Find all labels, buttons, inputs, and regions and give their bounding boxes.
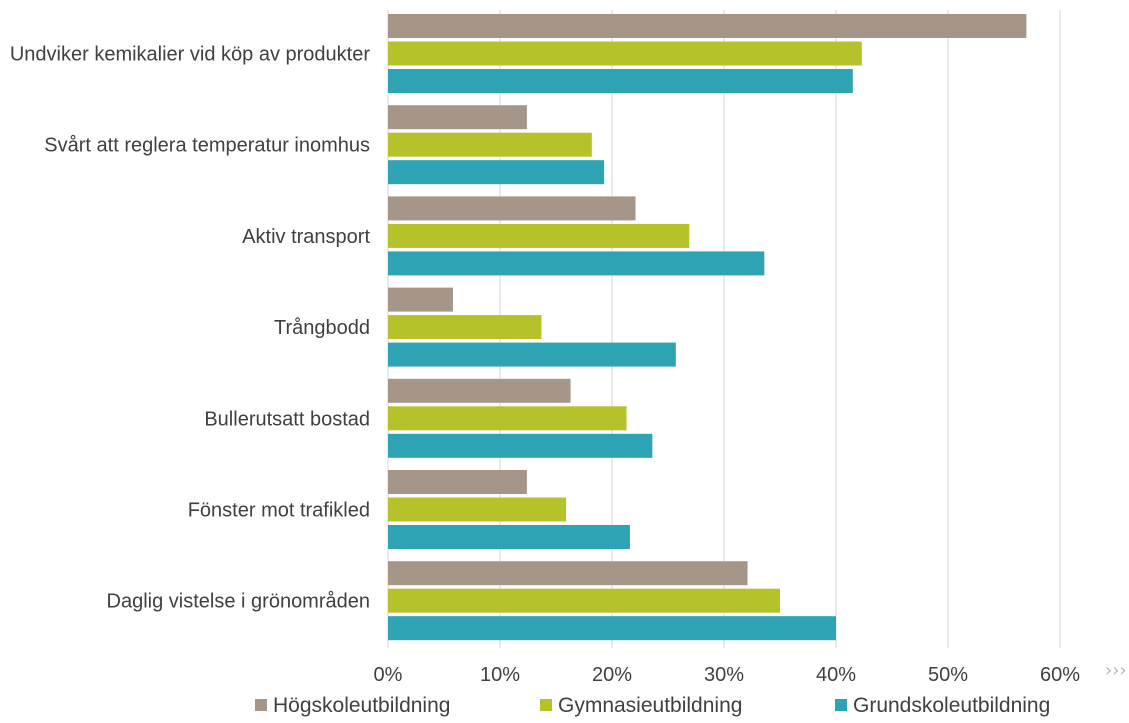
x-axis-ticks: 0% 10% 20% 30% 40% 50% 60% [374,664,1081,686]
category-labels: Undviker kemikalier vid köp av produkter… [10,44,371,613]
bar [388,342,676,367]
x-tick-label: 50% [928,664,968,686]
category-label: Undviker kemikalier vid köp av produkter [10,44,370,66]
bar [388,406,627,431]
bar [388,41,862,66]
legend-label: Gymnasieutbildning [558,694,742,717]
bar [388,588,780,613]
bar [388,196,636,221]
category-label: Svårt att reglera temperatur inomhus [44,135,370,157]
chevron-double-right-icon[interactable]: ››› [1105,660,1127,681]
category-label: Daglig vistelse i grönområden [107,591,370,613]
legend: Högskoleutbildning Gymnasieutbildning Grun… [255,694,1050,717]
bar [388,315,542,340]
x-tick-label: 0% [374,664,403,686]
bars [388,14,1027,641]
bar [388,287,453,312]
category-label: Trångbodd [274,317,370,339]
category-label: Aktiv transport [242,226,370,248]
bar [388,251,765,276]
x-tick-label: 20% [592,664,632,686]
legend-label: Högskoleutbildning [273,694,450,717]
x-tick-label: 30% [704,664,744,686]
bar [388,14,1027,38]
bar [388,561,748,586]
bar [388,132,592,157]
legend-swatch [835,699,847,711]
bar [388,616,836,641]
x-tick-label: 10% [480,664,520,686]
legend-label: Grundskoleutbildning [853,694,1050,717]
bar [388,69,853,93]
bar [388,470,527,494]
bar [388,525,630,549]
bar [388,497,567,522]
legend-swatch [540,699,552,711]
legend-swatch [255,699,267,711]
category-label: Bullerutsatt bostad [204,408,370,430]
bar [388,223,690,248]
category-label: Fönster mot trafikled [188,500,370,522]
bar [388,378,571,403]
x-tick-label: 60% [1040,664,1080,686]
bar [388,105,527,130]
bar [388,160,605,185]
bar [388,433,653,458]
x-tick-label: 40% [816,664,856,686]
